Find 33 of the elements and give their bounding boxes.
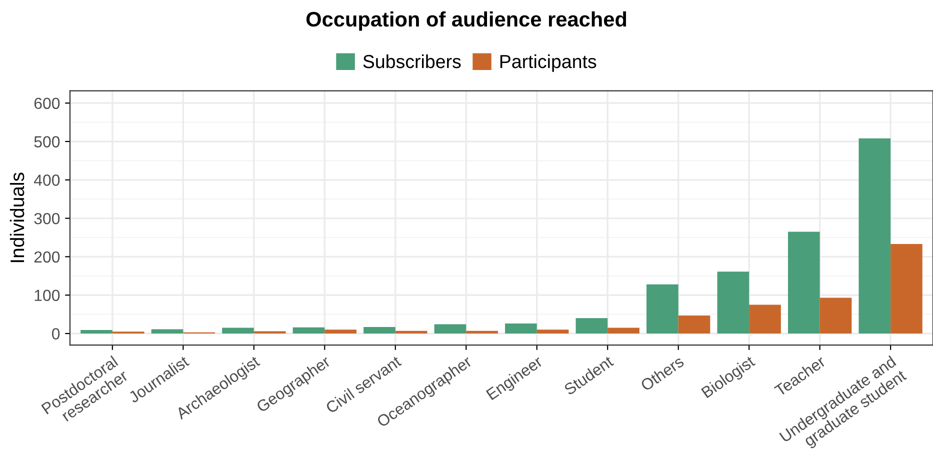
bar (646, 284, 678, 334)
bar (292, 327, 325, 334)
bar (151, 329, 184, 334)
y-tick-label: 0 (52, 328, 60, 340)
chart-title: Occupation of audience reached (306, 11, 626, 31)
bar (364, 326, 396, 334)
bar (466, 330, 498, 334)
bar (505, 324, 537, 334)
bar (820, 298, 852, 334)
bar (858, 138, 891, 334)
y-tick-label: 200 (34, 251, 60, 263)
bar (536, 330, 569, 334)
y-tick-label: 500 (34, 136, 60, 148)
bar (788, 232, 820, 334)
y-tick-label: 100 (34, 290, 60, 302)
bar (717, 272, 750, 334)
bar (254, 331, 286, 334)
bar (324, 330, 356, 334)
y-tick-label: 400 (34, 174, 60, 186)
y-tick-label: 300 (34, 212, 60, 224)
bar (890, 244, 922, 334)
bar (80, 330, 112, 334)
bar (222, 328, 254, 334)
bar (434, 324, 466, 334)
y-tick-label: 600 (34, 98, 60, 110)
bar (678, 315, 710, 334)
bar (576, 318, 608, 334)
legend-label: Subscribers (363, 54, 461, 68)
bar (395, 330, 428, 334)
y-axis-title: Individuals (10, 172, 24, 262)
legend-label: Participants (500, 54, 596, 72)
bar (608, 328, 640, 334)
bar (749, 304, 781, 334)
